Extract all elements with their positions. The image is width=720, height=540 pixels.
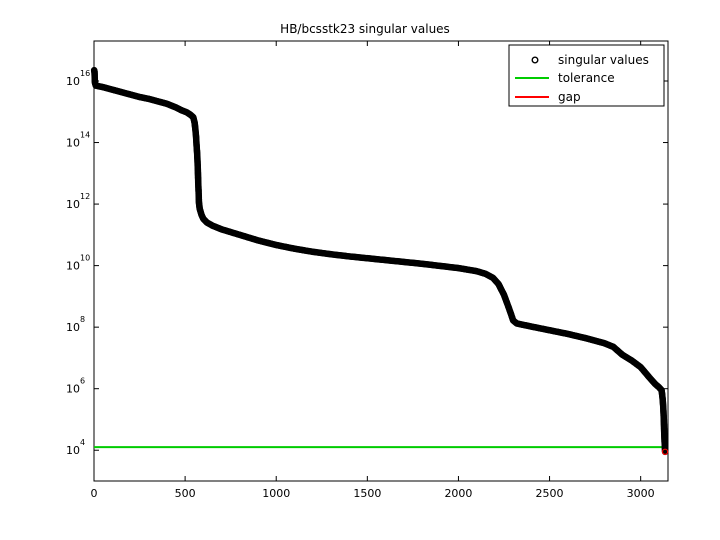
x-tick-label: 2000 <box>444 487 472 500</box>
y-tick-base: 10 <box>66 260 80 273</box>
x-tick-label: 0 <box>91 487 98 500</box>
y-tick-exponent: 8 <box>80 315 85 324</box>
gap-marker <box>661 448 669 455</box>
legend-label-singular-values: singular values <box>558 53 649 67</box>
legend-label-tolerance: tolerance <box>558 71 615 85</box>
legend: singular values tolerance gap <box>508 44 665 107</box>
y-tick-base: 10 <box>66 321 80 334</box>
y-tick-exponent: 12 <box>80 192 90 201</box>
y-tick-exponent: 14 <box>80 131 90 140</box>
chart-title: HB/bcsstk23 singular values <box>280 22 450 36</box>
x-tick-label: 1000 <box>262 487 290 500</box>
singular-values-series <box>90 66 669 456</box>
y-tick-exponent: 10 <box>80 254 90 263</box>
y-tick-base: 10 <box>66 383 80 396</box>
y-tick-base: 10 <box>66 444 80 457</box>
gap-point <box>661 448 669 455</box>
y-tick-exponent: 16 <box>80 69 90 78</box>
y-tick-base: 10 <box>66 75 80 88</box>
x-tick-label: 1500 <box>353 487 381 500</box>
y-tick-base: 10 <box>66 137 80 150</box>
y-tick-exponent: 6 <box>80 377 85 386</box>
x-tick-label: 2500 <box>536 487 564 500</box>
x-tick-label: 3000 <box>627 487 655 500</box>
legend-box <box>508 44 665 107</box>
legend-marker-singular-values <box>531 56 539 64</box>
x-tick-label: 500 <box>175 487 196 500</box>
x-axis: 0 500 1000 1500 2000 2500 3000 <box>91 41 655 500</box>
legend-label-gap: gap <box>558 90 581 104</box>
y-tick-base: 10 <box>66 198 80 211</box>
y-tick-exponent: 4 <box>80 438 85 447</box>
